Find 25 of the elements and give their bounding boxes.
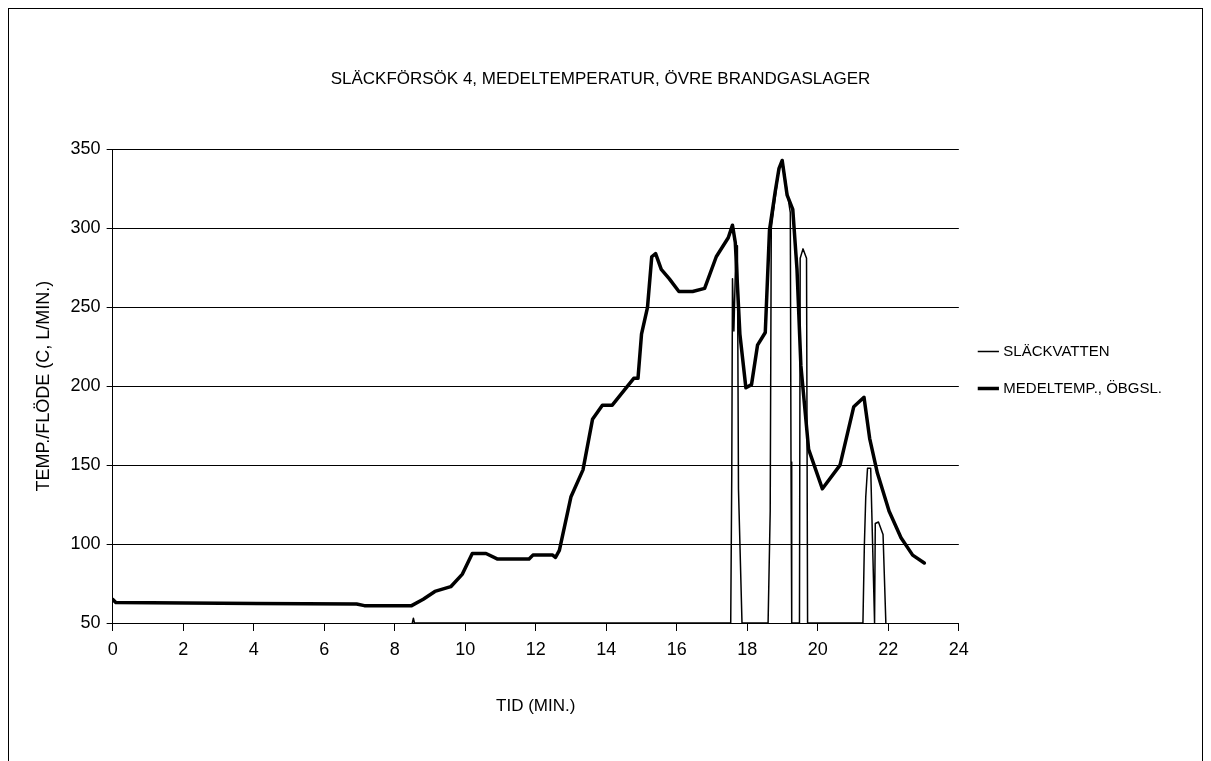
y-axis-title: TEMP./FLÖDE (C, L/MIN.) [32, 280, 53, 492]
x-tick-label: 2 [178, 638, 189, 659]
x-tick-label: 22 [878, 638, 899, 659]
chart-title: SLÄCKFÖRSÖK 4, MEDELTEMPERATUR, ÖVRE BRANDGASLAGER [330, 68, 871, 88]
y-tick-label: 150 [70, 454, 101, 475]
x-tick-label: 20 [807, 638, 828, 659]
legend-label: SLÄCKVATTEN [1003, 341, 1110, 359]
y-tick-label: 100 [70, 533, 101, 554]
x-axis-title: TID (MIN.) [496, 696, 576, 716]
x-tick-label: 0 [107, 638, 118, 659]
x-tick-label: 4 [248, 638, 259, 659]
x-tick-label: 16 [666, 638, 687, 659]
legend-label: MEDELTEMP., ÖBGSL. [1003, 378, 1163, 396]
x-tick-label: 14 [596, 638, 617, 659]
y-tick-label: 250 [70, 296, 101, 317]
x-tick-label: 18 [737, 638, 758, 659]
y-tick-label: 50 [80, 611, 101, 632]
x-tick-label: 6 [319, 638, 330, 659]
x-tick-label: 8 [389, 638, 400, 659]
y-tick-label: 350 [70, 138, 101, 159]
x-tick-label: 12 [525, 638, 546, 659]
x-tick-label: 24 [948, 638, 969, 659]
y-tick-label: 300 [70, 217, 101, 238]
x-tick-label: 10 [455, 638, 476, 659]
y-tick-label: 200 [70, 375, 101, 396]
